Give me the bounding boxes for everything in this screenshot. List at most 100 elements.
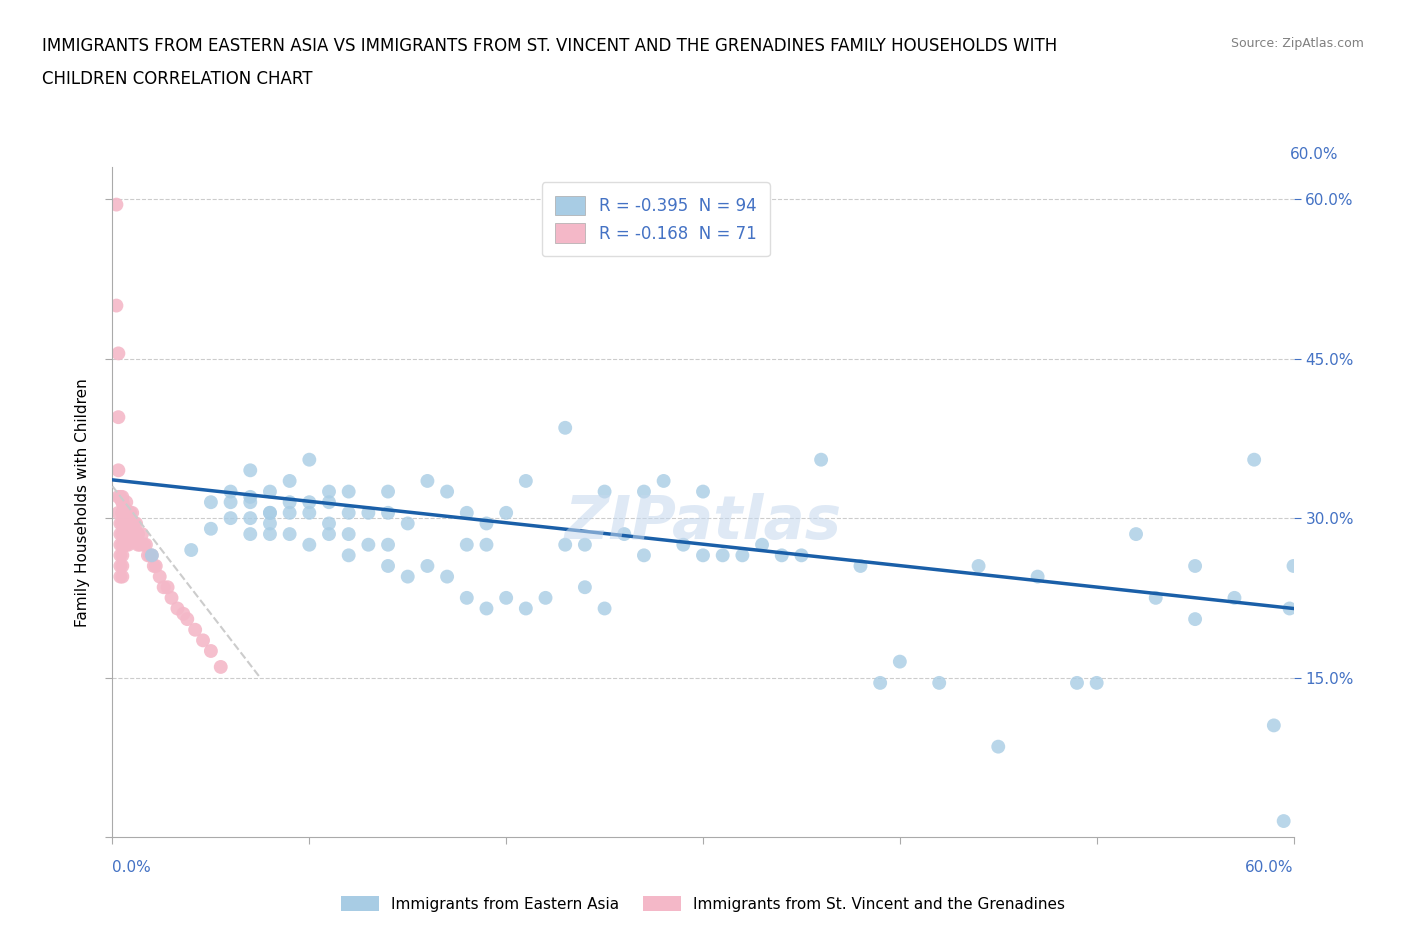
Point: [125, 526, 148, 541]
Point: [574, 579, 596, 594]
Point: [112, 500, 135, 515]
Text: 60.0%: 60.0%: [1291, 147, 1339, 162]
Point: [633, 485, 655, 499]
Point: [166, 601, 188, 616]
Point: [298, 495, 321, 510]
Point: [156, 579, 179, 594]
Point: [111, 559, 134, 574]
Text: 60.0%: 60.0%: [1246, 860, 1294, 875]
Point: [172, 606, 194, 621]
Point: [107, 410, 129, 425]
Point: [111, 569, 134, 584]
Point: [318, 526, 340, 541]
Point: [436, 569, 458, 584]
Point: [127, 526, 149, 541]
Point: [120, 505, 142, 520]
Point: [239, 495, 262, 510]
Point: [593, 601, 616, 616]
Point: [259, 485, 281, 499]
Point: [869, 675, 891, 690]
Point: [593, 485, 616, 499]
Point: [554, 420, 576, 435]
Point: [298, 538, 321, 552]
Point: [219, 511, 242, 525]
Point: [149, 569, 172, 584]
Point: [849, 559, 872, 574]
Point: [239, 489, 262, 504]
Point: [475, 516, 498, 531]
Point: [259, 526, 281, 541]
Point: [456, 505, 478, 520]
Point: [337, 505, 360, 520]
Point: [456, 538, 478, 552]
Point: [239, 463, 262, 478]
Point: [107, 505, 129, 520]
Point: [111, 538, 134, 552]
Point: [731, 548, 754, 563]
Legend: R = -0.395  N = 94, R = -0.168  N = 71: R = -0.395 N = 94, R = -0.168 N = 71: [541, 182, 769, 256]
Point: [515, 473, 537, 488]
Point: [456, 591, 478, 605]
Point: [278, 473, 301, 488]
Point: [554, 538, 576, 552]
Point: [652, 473, 675, 488]
Point: [120, 526, 142, 541]
Point: [105, 197, 128, 212]
Point: [180, 542, 202, 557]
Point: [377, 538, 399, 552]
Point: [928, 675, 950, 690]
Point: [107, 489, 129, 504]
Point: [110, 538, 132, 552]
Point: [111, 516, 134, 531]
Point: [1278, 601, 1301, 616]
Point: [160, 591, 183, 605]
Point: [515, 601, 537, 616]
Point: [115, 505, 138, 520]
Point: [318, 495, 340, 510]
Point: [613, 526, 636, 541]
Point: [633, 548, 655, 563]
Point: [416, 559, 439, 574]
Point: [337, 548, 360, 563]
Point: [278, 526, 301, 541]
Point: [416, 473, 439, 488]
Point: [111, 505, 134, 520]
Point: [111, 495, 134, 510]
Point: [692, 548, 714, 563]
Point: [377, 485, 399, 499]
Point: [1184, 559, 1206, 574]
Point: [1125, 526, 1147, 541]
Point: [152, 579, 174, 594]
Point: [117, 505, 139, 520]
Point: [377, 505, 399, 520]
Point: [112, 538, 135, 552]
Point: [120, 516, 142, 531]
Point: [672, 538, 695, 552]
Point: [436, 485, 458, 499]
Point: [111, 505, 134, 520]
Point: [200, 495, 222, 510]
Point: [125, 516, 148, 531]
Point: [1184, 612, 1206, 627]
Point: [337, 526, 360, 541]
Point: [495, 505, 517, 520]
Point: [200, 644, 222, 658]
Point: [131, 526, 153, 541]
Point: [121, 516, 143, 531]
Point: [122, 526, 145, 541]
Point: [495, 591, 517, 605]
Point: [107, 463, 129, 478]
Point: [357, 538, 380, 552]
Point: [219, 485, 242, 499]
Point: [1066, 675, 1088, 690]
Point: [115, 495, 138, 510]
Point: [121, 526, 143, 541]
Point: [1144, 591, 1167, 605]
Point: [987, 739, 1010, 754]
Point: [770, 548, 793, 563]
Point: [112, 526, 135, 541]
Point: [107, 346, 129, 361]
Legend: Immigrants from Eastern Asia, Immigrants from St. Vincent and the Grenadines: Immigrants from Eastern Asia, Immigrants…: [335, 889, 1071, 918]
Point: [111, 526, 134, 541]
Point: [475, 601, 498, 616]
